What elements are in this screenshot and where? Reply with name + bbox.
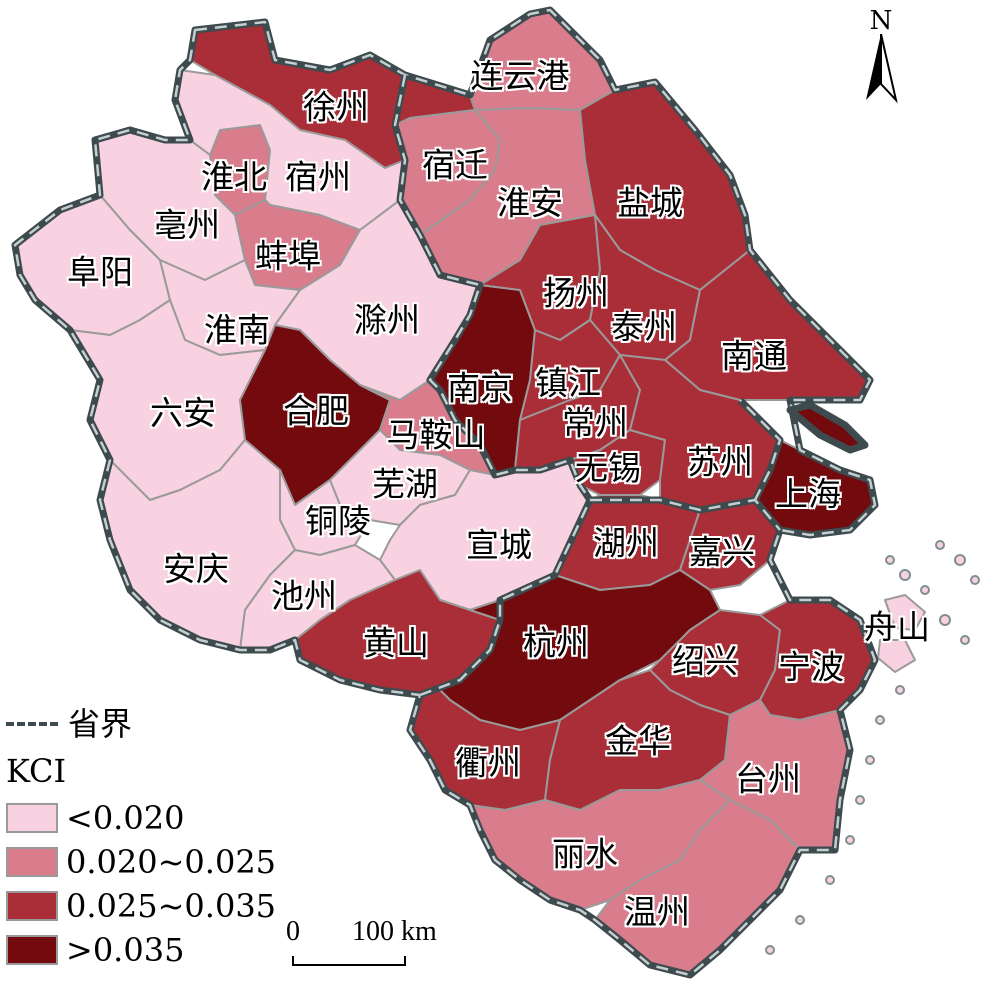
city-label-huainan: 淮南	[204, 310, 270, 350]
city-label-shanghai: 上海	[775, 474, 841, 514]
legend-class-0: <0.020	[6, 796, 276, 840]
city-label-huangshan: 黄山	[363, 623, 429, 663]
city-label-yancheng: 盐城	[617, 183, 683, 223]
city-label-jiaxing: 嘉兴	[689, 532, 755, 572]
city-label-anqing: 安庆	[163, 549, 229, 589]
chongming-border	[786, 401, 869, 454]
legend-class-1: 0.020~0.025	[6, 840, 276, 884]
legend-swatch-2	[6, 891, 58, 921]
city-label-zhoushan: 舟山	[864, 607, 930, 647]
legend-class-2: 0.025~0.035	[6, 884, 276, 928]
legend-label-3: >0.035	[66, 931, 185, 969]
city-label-yangzhou: 扬州	[543, 273, 609, 313]
legend-swatch-1	[6, 847, 58, 877]
map-legend: 省界 KCI <0.020 0.020~0.025 0.025~0.035 >0…	[6, 706, 276, 972]
city-label-nantong: 南通	[721, 336, 787, 376]
city-label-lishui: 丽水	[552, 834, 618, 874]
provincial-border-ah-js-dash	[393, 74, 592, 501]
provincial-border-outer-dash	[13, 8, 877, 977]
north-arrow-label: N	[869, 6, 893, 36]
city-label-hefei: 合肥	[283, 391, 349, 431]
city-label-suzhou-js: 苏州	[687, 442, 753, 482]
city-label-huaian: 淮安	[497, 183, 563, 223]
city-label-ningbo: 宁波	[778, 647, 844, 687]
city-label-hangzhou: 杭州	[523, 623, 589, 663]
city-label-bengbu: 蚌埠	[255, 236, 321, 276]
city-label-jinhua: 金华	[605, 721, 671, 761]
city-label-wuhu: 芜湖	[372, 464, 438, 504]
legend-label-1: 0.020~0.025	[66, 843, 277, 881]
city-label-wenzhou: 温州	[624, 892, 690, 932]
coastal-islands	[765, 540, 980, 955]
provincial-border-ah-zj-dash	[419, 499, 592, 697]
city-label-taizhou-zj: 台州	[735, 759, 801, 799]
scale-bar-distance: 100 km	[352, 916, 437, 947]
legend-label-0: <0.020	[66, 799, 185, 837]
region-zhoushan-isle	[877, 639, 916, 673]
legend-swatch-3	[6, 935, 58, 965]
region-zhoushan	[884, 594, 926, 631]
city-label-quzhou: 衢州	[455, 743, 521, 783]
scale-bar: 0 100 km	[286, 916, 466, 966]
city-label-tongling: 铜陵	[305, 501, 371, 541]
provincial-border-js-zj-sh-dash	[590, 399, 782, 531]
city-label-xuzhou: 徐州	[303, 87, 369, 127]
city-label-shaoxing: 绍兴	[672, 641, 738, 681]
north-arrow: N	[858, 6, 904, 104]
legend-border-label: 省界	[68, 705, 133, 743]
legend-label-2: 0.025~0.035	[66, 887, 277, 925]
city-label-maanshan: 马鞍山	[386, 415, 486, 455]
city-label-suzhou-ah: 宿州	[285, 157, 351, 197]
legend-class-3: >0.035	[6, 928, 276, 972]
north-arrow-icon	[866, 34, 898, 104]
scale-bar-zero: 0	[286, 916, 300, 947]
legend-swatch-0	[6, 803, 58, 833]
legend-border-row: 省界	[6, 706, 276, 742]
city-label-taizhou-js: 泰州	[611, 307, 677, 347]
city-label-fuyang: 阜阳	[67, 252, 133, 292]
city-label-chizhou: 池州	[271, 576, 337, 616]
city-label-luan: 六安	[150, 393, 216, 433]
scale-bar-line	[292, 956, 406, 966]
city-label-zhenjiang: 镇江	[535, 363, 601, 403]
city-label-lianyungang: 连云港	[470, 56, 570, 96]
city-label-huaibei: 淮北	[201, 157, 267, 197]
city-label-changzhou: 常州	[562, 403, 628, 443]
legend-title: KCI	[6, 752, 67, 790]
city-label-wuxi: 无锡	[575, 448, 641, 488]
city-label-bozhou: 亳州	[154, 205, 220, 245]
city-label-huzhou: 湖州	[593, 523, 659, 563]
city-label-chuzhou: 滁州	[354, 300, 420, 340]
legend-border-line	[6, 722, 58, 726]
city-label-xuancheng: 宣城	[466, 525, 532, 565]
city-label-nanjing: 南京	[447, 368, 513, 408]
city-label-suqian: 宿迁	[422, 145, 488, 185]
